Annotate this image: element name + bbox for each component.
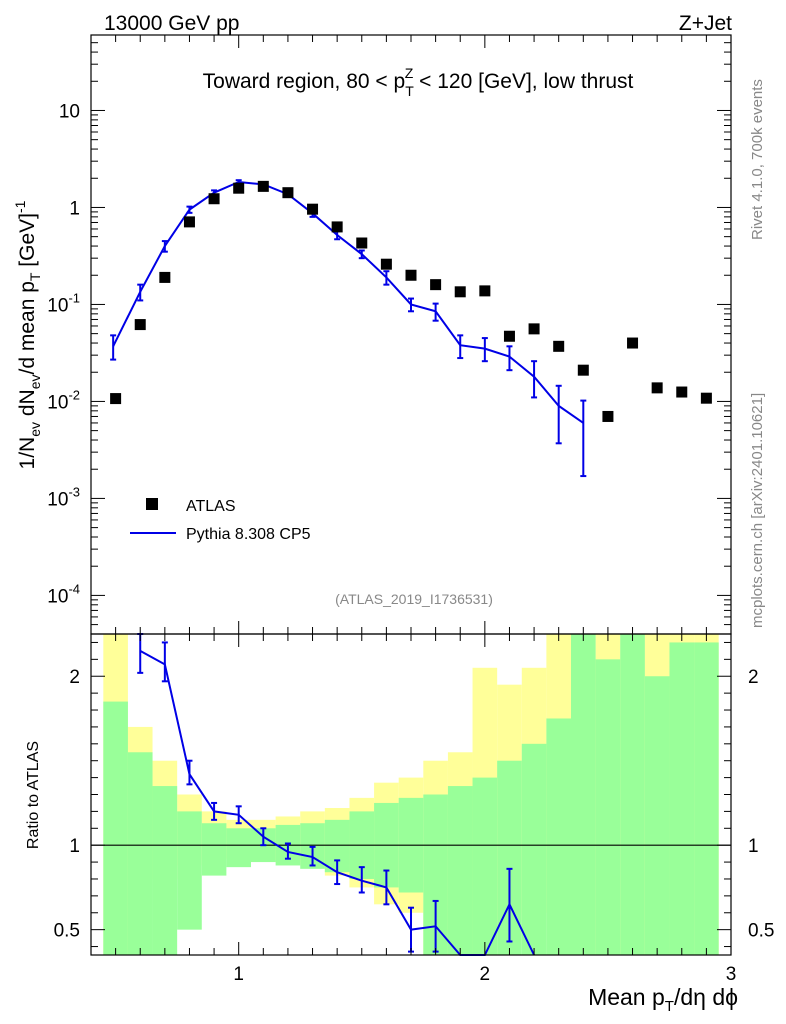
ratio-band-stat-19 [571,634,596,955]
ratio-plot-marks [91,633,731,956]
beam-label: 13000 GeV pp [104,12,239,35]
title-sup: Z [405,65,414,81]
x-tick-label: 1 [233,964,244,985]
analysis-id: (ATLAS_2019_I1736531) [335,591,493,607]
title-post: < 120 [GeV], low thrust [413,70,633,93]
chart-title: Toward region, 80 < pTZ < 120 [GeV], low… [203,65,634,99]
atlas-point [651,382,663,394]
atlas-point [700,392,712,404]
y-tick-label: 10-1 [47,290,80,316]
ratio-band-stat-15 [472,777,498,955]
atlas-point [405,269,417,281]
atlas-point [208,193,220,205]
atlas-point [577,364,589,376]
ratio-band-stat-17 [521,743,547,955]
ratio-y-tick-label-right: 2 [748,667,759,688]
atlas-point [356,237,368,249]
atlas-point [331,221,343,233]
atlas-point [430,279,442,291]
atlas-point [257,180,269,192]
main-frame [90,34,732,635]
atlas-point [159,271,171,283]
atlas-point [380,258,392,270]
y-tick-label: 10 [59,101,80,122]
ratio-band-stat-1 [127,752,153,955]
ratio-y-axis-label: Ratio to ATLAS [25,741,42,849]
title-pre: Toward region, 80 < p [203,70,406,93]
ratio-band-stat-3 [177,811,202,930]
legend-atlas-marker [146,498,158,510]
title-sub: T [405,83,414,99]
atlas-point [134,319,146,331]
rivet-label: Rivet 4.1.0, 700k events [749,79,766,240]
ratio-y-tick-label: 0.5 [54,921,80,942]
atlas-point [307,203,319,215]
ratio-band-stat-14 [447,786,473,955]
mcplots-label: mcplots.cern.ch [arXiv:2401.10621] [749,393,766,628]
atlas-point [110,393,122,405]
process-label: Z+Jet [679,12,732,35]
atlas-point [454,286,466,298]
ratio-y-tick-label-right: 0.5 [748,921,774,942]
atlas-point [479,285,491,297]
ratio-y-tick-label: 1 [69,836,80,857]
ratio-band-stat-5 [226,828,251,868]
atlas-point [553,340,565,352]
atlas-point [627,337,639,349]
atlas-point [183,216,195,228]
y-axis-label: 1/Nev dNev/d mean pT [GeV]-1 [12,200,43,469]
legend-atlas-label: ATLAS [186,498,236,515]
axes: 1 2 3 10-4 10-3 10-2 10-1 1 10 0.5 0.5 1 1 2 2 [47,34,774,985]
ratio-band-stat-22 [644,676,670,955]
pythia-line [112,180,584,424]
atlas-point [676,386,688,398]
ratio-band-stat-24 [694,642,719,955]
x-tick-label: 3 [726,964,737,985]
ratio-band-stat-2 [152,786,178,955]
ratio-band-stat-23 [669,642,695,955]
ratio-band-stat-18 [546,718,571,955]
ratio-y-tick-label-right: 1 [748,836,759,857]
y-tick-label: 10-2 [47,387,80,413]
x-tick-label: 2 [480,964,491,985]
main-plot-marks [110,179,712,478]
atlas-point [503,330,515,342]
y-tick-label: 1 [69,198,80,219]
atlas-point [528,323,540,335]
ratio-band-stat-21 [620,634,645,955]
x-axis-label: Mean pT/dη dϕ [588,984,738,1015]
ratio-band-stat-4 [201,823,227,876]
atlas-point [233,182,245,194]
y-tick-label: 10-4 [47,581,80,607]
atlas-point [282,187,294,199]
y-tick-label: 10-3 [47,484,80,510]
ratio-y-tick-label: 2 [69,667,80,688]
legend-pythia-label: Pythia 8.308 CP5 [186,526,311,543]
ratio-band-stat-0 [103,701,128,955]
atlas-point [602,410,614,422]
ratio-band-stat-20 [595,659,621,955]
